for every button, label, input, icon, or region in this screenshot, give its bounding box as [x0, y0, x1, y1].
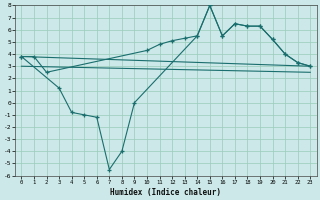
X-axis label: Humidex (Indice chaleur): Humidex (Indice chaleur) — [110, 188, 221, 197]
